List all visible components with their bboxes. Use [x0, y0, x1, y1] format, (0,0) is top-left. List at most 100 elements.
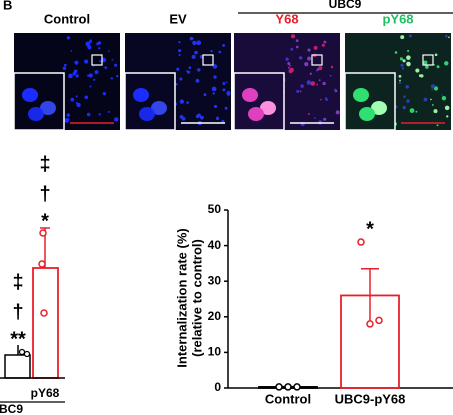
cell: [224, 106, 228, 110]
group-label: UBC9: [329, 0, 362, 11]
inset-cell: [28, 107, 44, 121]
cell: [430, 84, 436, 89]
cell: [116, 74, 119, 78]
cell: [195, 114, 200, 119]
cell: [179, 77, 183, 81]
cell: [318, 79, 321, 82]
cell: [433, 109, 438, 114]
cell: [63, 63, 67, 67]
cell: [321, 43, 325, 47]
cell: [307, 112, 310, 115]
group-label: BC9: [0, 402, 23, 415]
cell: [296, 89, 300, 93]
cell: [436, 124, 439, 127]
cell: [418, 74, 422, 78]
cell: [425, 65, 429, 69]
y-tick-label: 40: [208, 238, 222, 252]
inset-cell: [139, 107, 155, 121]
cell: [62, 66, 67, 71]
image-label: Y68: [275, 11, 298, 26]
cell: [226, 91, 231, 96]
cell: [186, 101, 189, 104]
cell: [323, 117, 327, 121]
cell: [444, 105, 450, 111]
significance: †: [39, 183, 50, 205]
cell: [104, 66, 108, 70]
cell: [319, 98, 322, 101]
cell: [287, 61, 291, 65]
inset-cell: [260, 101, 276, 115]
cell: [403, 95, 406, 98]
cell: [423, 97, 428, 102]
inset-cell: [151, 101, 167, 115]
image-label: pY68: [382, 11, 413, 26]
cell: [415, 68, 420, 73]
cell: [212, 64, 218, 69]
cell: [178, 53, 181, 56]
inset: [233, 72, 285, 131]
cell: [448, 36, 450, 39]
cell: [323, 40, 327, 44]
cell: [88, 73, 93, 78]
cell: [290, 47, 294, 51]
cell: [196, 40, 202, 46]
cell: [96, 42, 100, 46]
cell: [285, 57, 289, 61]
cell: [433, 86, 438, 91]
cell: [195, 78, 200, 83]
cell: [194, 50, 198, 55]
data-point: [284, 383, 292, 391]
cell: [322, 81, 326, 86]
cell: [407, 49, 410, 53]
significance: *: [366, 218, 374, 240]
cell: [68, 73, 73, 79]
cell: [84, 59, 89, 64]
cell: [101, 57, 107, 63]
cell: [86, 112, 91, 117]
cell: [290, 34, 296, 39]
y-tick-label: 20: [208, 309, 222, 323]
cell: [335, 110, 340, 115]
cell: [309, 72, 312, 75]
cell: [222, 88, 226, 92]
cell: [87, 45, 92, 50]
cell: [300, 84, 304, 88]
cell: [330, 65, 334, 69]
cell: [334, 88, 337, 91]
cell: [70, 50, 73, 52]
cell: [76, 102, 81, 108]
cell: [434, 53, 438, 57]
cell: [89, 85, 92, 88]
cell: [402, 105, 406, 110]
cell: [295, 45, 299, 49]
zoom-box: [422, 54, 434, 66]
cell: [304, 62, 309, 67]
x-tick-label: UBC9-pY68: [335, 391, 406, 406]
fragment-point: [40, 309, 48, 317]
cell: [295, 39, 299, 42]
fragment-chart: ‡ † * ‡ † ** pY68 BC9: [0, 153, 65, 415]
significance: ‡: [39, 153, 50, 175]
cell: [66, 113, 70, 117]
zoom-box: [202, 54, 214, 66]
cell: [399, 57, 403, 61]
cell: [87, 74, 90, 77]
cell: [102, 91, 107, 96]
significance: ‡: [12, 271, 23, 293]
cell: [299, 56, 303, 60]
panel-label: B: [3, 0, 12, 12]
cell: [222, 43, 226, 47]
cell: [111, 58, 114, 61]
cell: [310, 81, 316, 86]
data-point: [293, 383, 301, 391]
inset-cell: [242, 88, 258, 102]
y-axis-label: (relative to control): [189, 239, 204, 357]
cell: [423, 60, 428, 65]
cell: [431, 88, 433, 91]
image-label: Control: [44, 11, 90, 26]
cell: [186, 70, 188, 72]
inset: [344, 72, 396, 131]
cell: [84, 95, 89, 100]
significance: *: [41, 210, 49, 232]
